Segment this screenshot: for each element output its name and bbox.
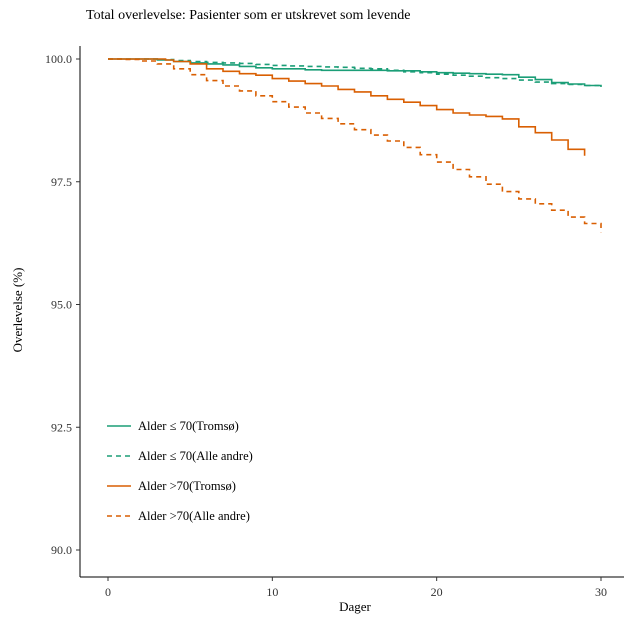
y-axis-title: Overlevelse (%) [10,268,25,353]
series-line-3 [108,58,586,156]
series-line-2 [108,58,602,87]
legend-label: Alder ≤ 70(Alle andre) [138,449,253,463]
y-tick-label: 92.5 [51,420,72,434]
series-line-4 [108,58,602,233]
legend: Alder ≤ 70(Tromsø) Alder ≤ 70(Alle andre)… [107,419,253,523]
x-axis-ticks: 0 10 20 30 [105,577,607,599]
plot-area [108,58,602,233]
x-tick-label: 20 [431,585,443,599]
x-tick-label: 10 [266,585,278,599]
legend-label: Alder >70(Tromsø) [138,479,236,493]
x-axis-title: Dager [339,599,371,614]
y-axis-ticks: 90.0 92.5 95.0 97.5 100.0 [45,52,80,557]
series-line-1 [108,58,602,87]
legend-label: Alder >70(Alle andre) [138,509,250,523]
legend-label: Alder ≤ 70(Tromsø) [138,419,239,433]
x-tick-label: 0 [105,585,111,599]
y-tick-label: 97.5 [51,175,72,189]
y-tick-label: 90.0 [51,543,72,557]
chart-title: Total overlevelse: Pasienter som er utsk… [86,8,410,23]
x-tick-label: 30 [595,585,607,599]
y-tick-label: 95.0 [51,298,72,312]
y-tick-label: 100.0 [45,52,72,66]
